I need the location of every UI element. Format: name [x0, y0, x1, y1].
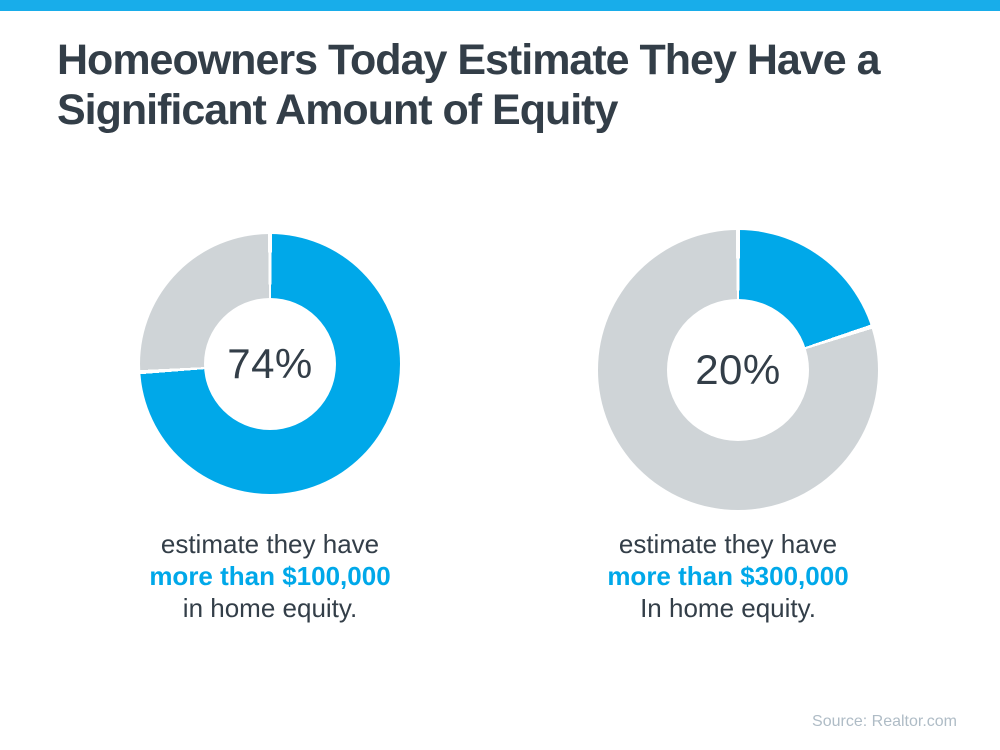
donut-chart-300k: 20% — [598, 230, 878, 510]
donut-center-value: 74% — [227, 340, 313, 387]
caption-line: In home equity. — [640, 593, 816, 623]
page-title: Homeowners Today Estimate They Have a Si… — [57, 36, 881, 134]
donut-hole: 74% — [203, 297, 337, 431]
caption-line: estimate they have — [160, 529, 380, 559]
caption-highlight: more than $100,000 — [149, 561, 391, 591]
donut-center-value: 20% — [695, 345, 781, 393]
source-credit: Source: Realtor.com — [812, 713, 957, 730]
donut-caption-100k: estimate they have more than $100,000 in… — [80, 528, 460, 624]
caption-line: in home equity. — [182, 593, 358, 623]
top-accent-bar — [0, 0, 1000, 11]
donut-chart-100k: 74% — [140, 234, 400, 494]
caption-line: estimate they have — [618, 529, 838, 559]
caption-highlight: more than $300,000 — [607, 561, 849, 591]
donut-caption-300k: estimate they have more than $300,000 In… — [538, 528, 918, 624]
donut-hole: 20% — [666, 298, 810, 442]
